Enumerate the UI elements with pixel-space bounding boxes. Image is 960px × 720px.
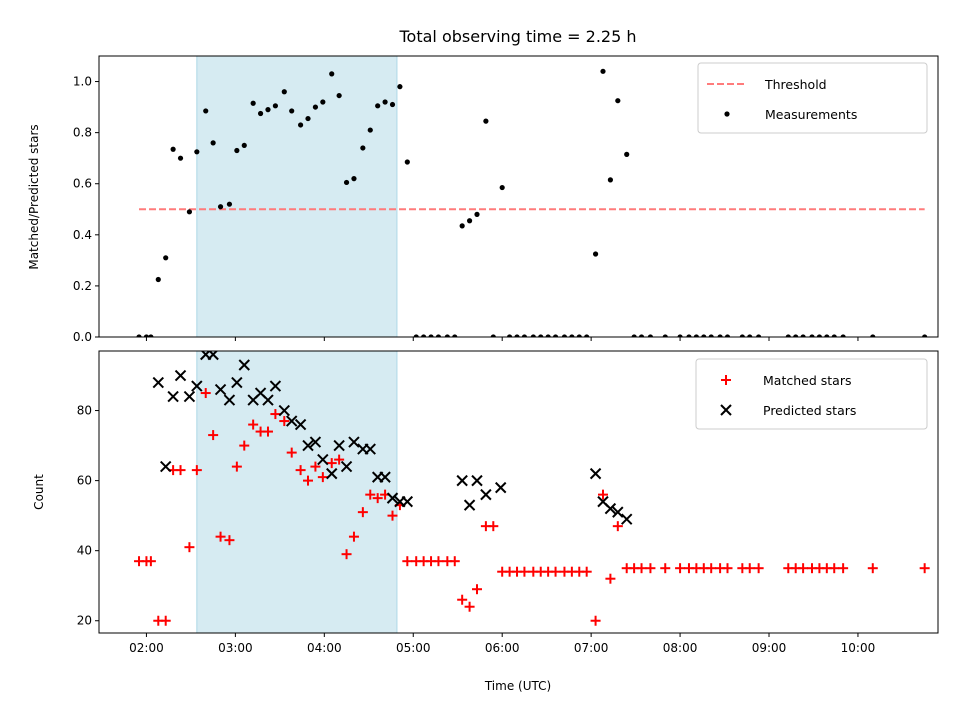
measurement-point (500, 185, 505, 190)
measurement-point (600, 69, 605, 74)
measurement-point (390, 102, 395, 107)
top-shaded-span (197, 56, 397, 337)
y-tick-label: 40 (77, 544, 92, 558)
measurement-point (265, 107, 270, 112)
y-tick-label: 0.6 (73, 177, 92, 191)
bottom-shaded-span (197, 351, 397, 633)
measurement-point (624, 152, 629, 157)
y-tick-label: 0.2 (73, 279, 92, 293)
measurement-point (397, 84, 402, 89)
measurement-point (483, 119, 488, 124)
measurement-point (282, 89, 287, 94)
chart-title: Total observing time = 2.25 h (398, 27, 636, 46)
measurement-point (289, 108, 294, 113)
measurement-point (234, 148, 239, 153)
x-tick-label: 06:00 (485, 641, 520, 655)
y-tick-label: 0.4 (73, 228, 92, 242)
measurement-point (337, 93, 342, 98)
measurement-point (368, 127, 373, 132)
x-tick-label: 02:00 (129, 641, 164, 655)
measurement-point (305, 116, 310, 121)
x-tick-label: 08:00 (663, 641, 698, 655)
measurement-point (227, 202, 232, 207)
measurement-point (313, 104, 318, 109)
x-tick-label: 03:00 (218, 641, 253, 655)
measurement-point (344, 180, 349, 185)
x-tick-label: 05:00 (396, 641, 431, 655)
measurement-point (615, 98, 620, 103)
measurement-point (382, 99, 387, 104)
y-tick-label: 60 (77, 474, 92, 488)
y-tick-label: 0.0 (73, 330, 92, 344)
legend-matched-label: Matched stars (763, 373, 851, 388)
legend-measurements-swatch (724, 111, 729, 116)
y-tick-label: 80 (77, 404, 92, 418)
bottom-legend-box (696, 359, 927, 429)
measurement-point (258, 111, 263, 116)
legend-measurements-label: Measurements (765, 107, 857, 122)
measurement-point (593, 251, 598, 256)
measurement-point (171, 147, 176, 152)
measurement-point (320, 99, 325, 104)
measurement-point (608, 177, 613, 182)
measurement-point (351, 176, 356, 181)
measurement-point (242, 143, 247, 148)
measurement-point (163, 255, 168, 260)
measurement-point (360, 145, 365, 150)
y-tick-label: 0.8 (73, 126, 92, 140)
measurement-point (251, 101, 256, 106)
top-legend-box (698, 63, 927, 133)
figure: 0.0 0.2 0.4 0.6 0.8 1.0 Matched/Predicted sta… (0, 0, 960, 720)
y-tick-label: 1.0 (73, 75, 92, 89)
measurement-point (405, 159, 410, 164)
x-tick-label: 04:00 (307, 641, 342, 655)
x-tick-label: 10:00 (841, 641, 876, 655)
measurement-point (187, 209, 192, 214)
x-axis-label: Time (UTC) (484, 679, 551, 693)
measurement-point (467, 218, 472, 223)
legend-predicted-label: Predicted stars (763, 403, 856, 418)
top-y-axis-label: Matched/Predicted stars (27, 124, 41, 269)
measurement-point (203, 108, 208, 113)
measurement-point (375, 103, 380, 108)
measurement-point (329, 71, 334, 76)
measurement-point (218, 204, 223, 209)
measurement-point (211, 140, 216, 145)
measurement-point (474, 212, 479, 217)
x-tick-label: 09:00 (752, 641, 787, 655)
measurement-point (460, 223, 465, 228)
legend-threshold-label: Threshold (764, 77, 827, 92)
top-legend: Threshold Measurements (698, 63, 927, 133)
x-tick-label: 07:00 (574, 641, 609, 655)
bottom-y-axis-label: Count (32, 474, 46, 510)
measurement-point (273, 103, 278, 108)
measurement-point (194, 149, 199, 154)
measurement-point (298, 122, 303, 127)
y-tick-label: 20 (77, 614, 92, 628)
measurement-point (178, 156, 183, 161)
bottom-legend: Matched stars Predicted stars (696, 359, 927, 429)
measurement-point (156, 277, 161, 282)
